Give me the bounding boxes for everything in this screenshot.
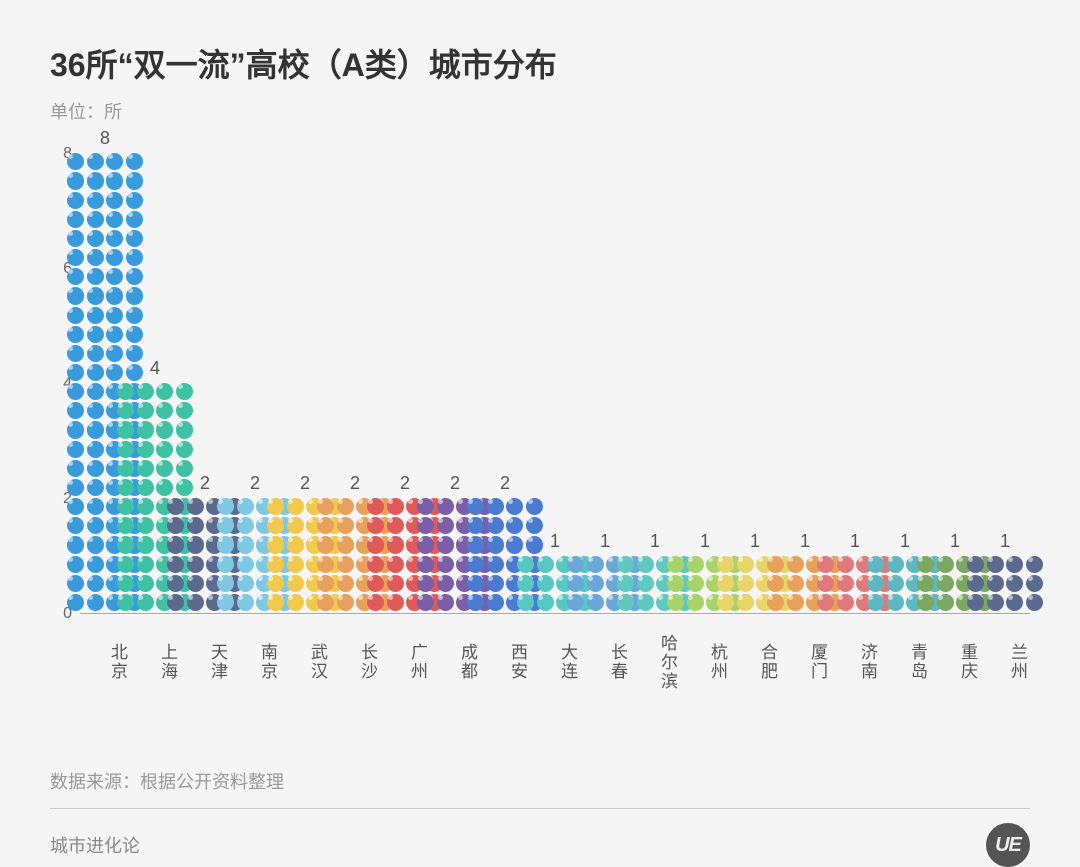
bar-column: 1 <box>880 154 930 613</box>
bar-column: 1 <box>730 154 780 613</box>
bar-value-label: 1 <box>550 531 560 552</box>
chart-subtitle: 单位：所 <box>50 98 1030 124</box>
bar-value-label: 2 <box>250 473 260 494</box>
plot-area: 8422222221111111111 <box>80 154 1030 614</box>
x-category-label: 青岛 <box>880 614 930 704</box>
x-category-label: 杭州 <box>680 614 730 704</box>
bar-value-label: 1 <box>700 531 710 552</box>
x-category-label: 长沙 <box>330 614 380 704</box>
x-axis-labels: 北京上海天津南京武汉长沙广州成都西安大连长春哈尔滨杭州合肥厦门济南青岛重庆兰州 <box>80 614 1030 654</box>
brand-logo-icon: UE <box>986 823 1030 867</box>
bar-column: 1 <box>980 154 1030 613</box>
x-category-label: 兰州 <box>980 614 1030 704</box>
bar-value-label: 1 <box>850 531 860 552</box>
bar-value-label: 1 <box>1000 531 1010 552</box>
bar-value-label: 2 <box>500 473 510 494</box>
bar-column: 1 <box>930 154 980 613</box>
x-category-label: 哈尔滨 <box>630 614 680 704</box>
bar-value-label: 2 <box>200 473 210 494</box>
bar-value-label: 1 <box>750 531 760 552</box>
bar-value-label: 8 <box>100 128 110 149</box>
bar-value-label: 2 <box>350 473 360 494</box>
bar-value-label: 4 <box>150 358 160 379</box>
x-category-label: 天津 <box>180 614 230 704</box>
x-category-label: 北京 <box>80 614 130 704</box>
bar-value-label: 1 <box>800 531 810 552</box>
bar-value-label: 2 <box>300 473 310 494</box>
bar-column: 1 <box>830 154 880 613</box>
x-category-label: 广州 <box>380 614 430 704</box>
bar-column: 1 <box>530 154 580 613</box>
source-line: 数据来源：根据公开资料整理 <box>50 754 1030 808</box>
x-category-label: 武汉 <box>280 614 330 704</box>
chart-title: 36所“双一流”高校（A类）城市分布 <box>50 40 1030 86</box>
footer: 数据来源：根据公开资料整理 城市进化论 UE <box>50 754 1030 867</box>
x-category-label: 南京 <box>230 614 280 704</box>
bar-value-label: 1 <box>600 531 610 552</box>
bar-value-label: 2 <box>400 473 410 494</box>
x-category-label: 重庆 <box>930 614 980 704</box>
x-category-label: 西安 <box>480 614 530 704</box>
bar-column: 1 <box>580 154 630 613</box>
bar-column: 1 <box>680 154 730 613</box>
x-category-label: 济南 <box>830 614 880 704</box>
x-category-label: 长春 <box>580 614 630 704</box>
bar-column: 1 <box>780 154 830 613</box>
x-category-label: 厦门 <box>780 614 830 704</box>
x-category-label: 上海 <box>130 614 180 704</box>
x-category-label: 合肥 <box>730 614 780 704</box>
bar-column: 2 <box>480 154 530 613</box>
brand-name: 城市进化论 <box>50 832 140 858</box>
bar-value-label: 1 <box>650 531 660 552</box>
bar-value-label: 2 <box>450 473 460 494</box>
bar-column: 1 <box>630 154 680 613</box>
bar-value-label: 1 <box>950 531 960 552</box>
x-category-label: 大连 <box>530 614 580 704</box>
x-category-label: 成都 <box>430 614 480 704</box>
bar-value-label: 1 <box>900 531 910 552</box>
chart-area: 02468 8422222221111111111 北京上海天津南京武汉长沙广州… <box>80 154 1030 654</box>
bar <box>967 556 1044 613</box>
